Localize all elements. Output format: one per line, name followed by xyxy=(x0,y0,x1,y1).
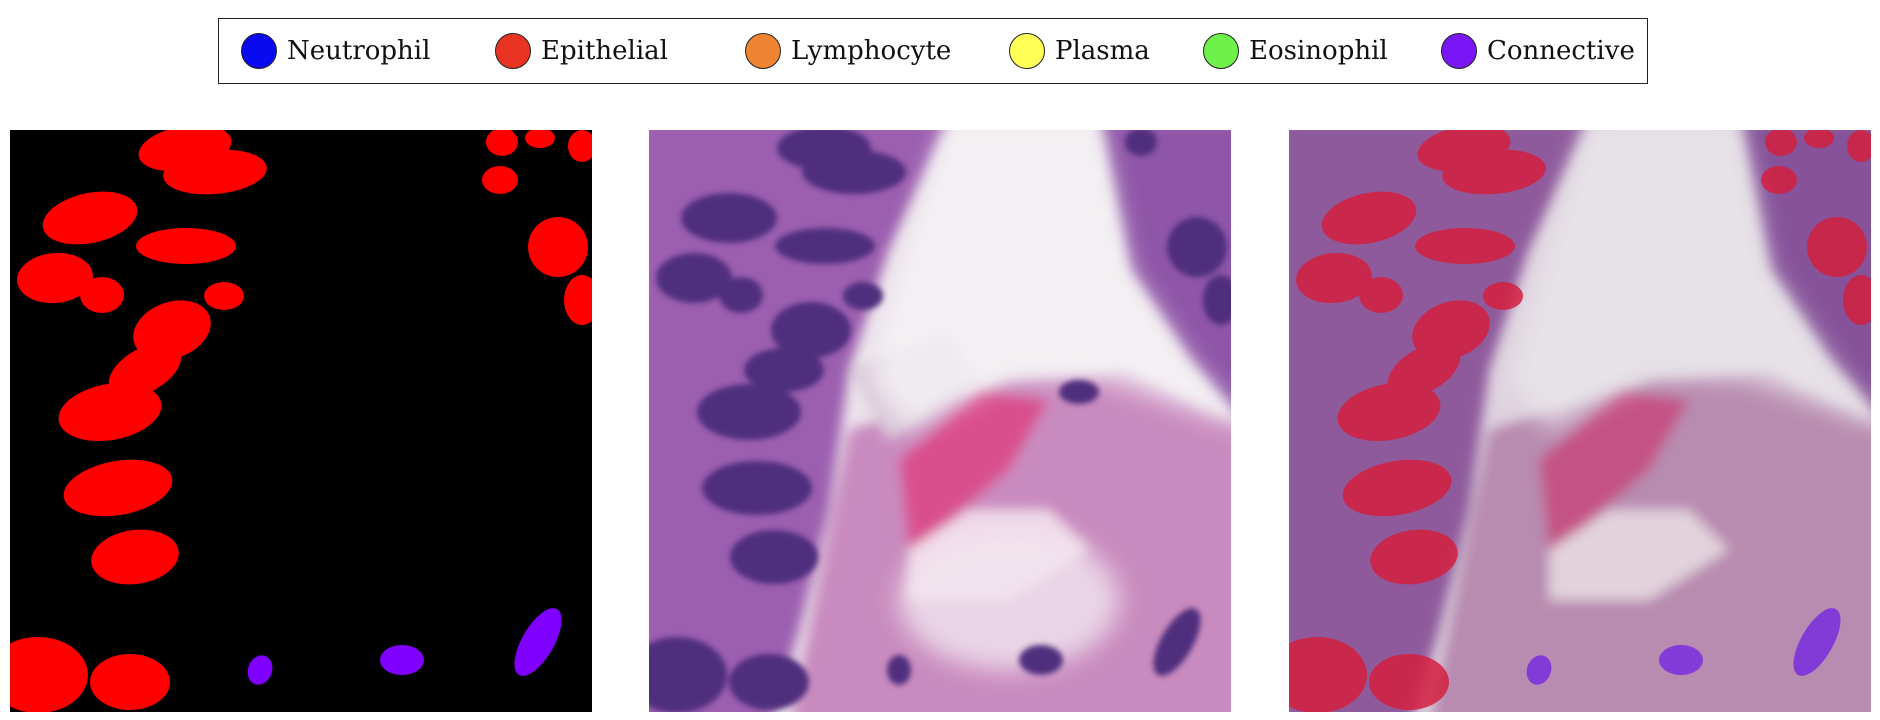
nuclei xyxy=(649,130,1231,712)
overlay-image xyxy=(1289,130,1871,712)
histology-image xyxy=(649,130,1231,712)
legend-item-neutrophil: Neutrophil xyxy=(241,19,430,82)
legend-item-plasma: Plasma xyxy=(1009,19,1150,82)
legend-item-connective: Connective xyxy=(1441,19,1635,82)
connective-swatch xyxy=(1441,32,1477,69)
legend: Neutrophil Epithelial Lymphocyte Plasma … xyxy=(218,18,1648,84)
legend-label: Connective xyxy=(1487,35,1635,66)
segmentation-mask xyxy=(10,130,592,712)
neutrophil-swatch xyxy=(241,32,277,69)
legend-item-lymphocyte: Lymphocyte xyxy=(745,19,951,82)
connective-overlay xyxy=(1526,608,1841,685)
legend-label: Eosinophil xyxy=(1249,35,1388,66)
legend-label: Neutrophil xyxy=(287,35,431,66)
legend-label: Lymphocyte xyxy=(791,35,952,66)
lymphocyte-swatch xyxy=(745,32,781,69)
legend-item-eosinophil: Eosinophil xyxy=(1203,19,1388,82)
histology-image-panel xyxy=(649,130,1231,712)
plasma-swatch xyxy=(1009,32,1045,69)
legend-label: Plasma xyxy=(1055,35,1150,66)
eosinophil-swatch xyxy=(1203,32,1239,69)
epithelial-swatch xyxy=(495,32,531,69)
epithelial-overlay xyxy=(1289,130,1871,712)
epithelial-nuclei xyxy=(10,130,592,712)
legend-item-epithelial: Epithelial xyxy=(495,19,668,82)
legend-label: Epithelial xyxy=(541,35,668,66)
connective-nuclei xyxy=(247,608,562,685)
segmentation-mask-panel xyxy=(10,130,592,712)
overlay-panel xyxy=(1289,130,1871,712)
